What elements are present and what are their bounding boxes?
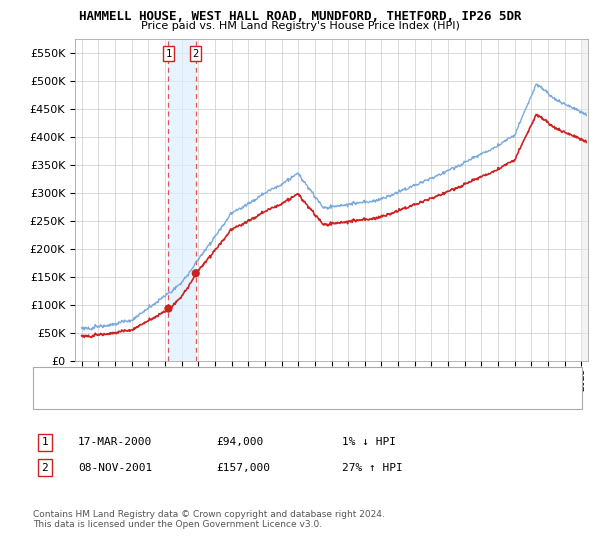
Text: 2: 2 [193,49,199,59]
Text: —: — [42,391,51,406]
Text: HAMMELL HOUSE, WEST HALL ROAD, MUNDFORD, THETFORD, IP26 5DR (detached house: HAMMELL HOUSE, WEST HALL ROAD, MUNDFORD,… [75,374,515,384]
Text: 1: 1 [166,49,172,59]
Text: 2: 2 [41,463,49,473]
Text: 17-MAR-2000: 17-MAR-2000 [78,437,152,447]
Text: 1% ↓ HPI: 1% ↓ HPI [342,437,396,447]
Text: —: — [42,371,51,386]
Text: 08-NOV-2001: 08-NOV-2001 [78,463,152,473]
Point [164,304,173,313]
Text: Price paid vs. HM Land Registry's House Price Index (HPI): Price paid vs. HM Land Registry's House … [140,21,460,31]
Text: HPI: Average price, detached house, Breckland: HPI: Average price, detached house, Brec… [75,393,320,403]
Text: £157,000: £157,000 [216,463,270,473]
Text: 1: 1 [41,437,49,447]
Text: HAMMELL HOUSE, WEST HALL ROAD, MUNDFORD, THETFORD, IP26 5DR: HAMMELL HOUSE, WEST HALL ROAD, MUNDFORD,… [79,10,521,23]
Bar [581,39,590,361]
Text: Contains HM Land Registry data © Crown copyright and database right 2024.
This d: Contains HM Land Registry data © Crown c… [33,510,385,529]
Point [191,269,200,278]
Text: £94,000: £94,000 [216,437,263,447]
Text: 27% ↑ HPI: 27% ↑ HPI [342,463,403,473]
Bar [169,39,196,361]
